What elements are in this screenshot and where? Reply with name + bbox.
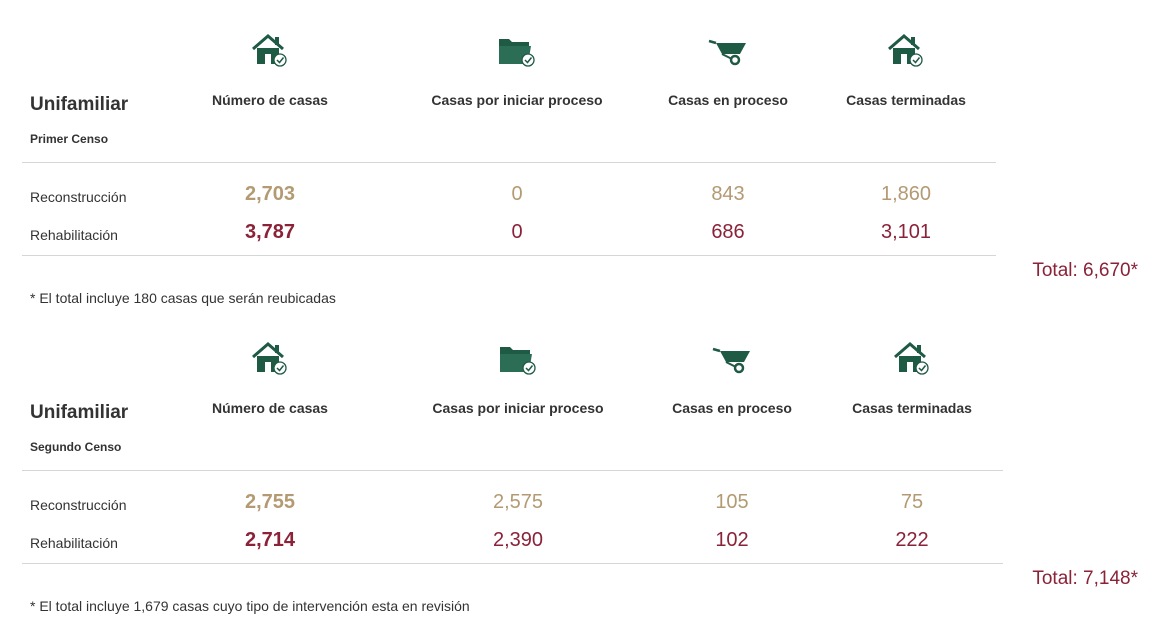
folder-check-icon	[497, 32, 537, 68]
column-header-numero-casas: Número de casas	[212, 400, 328, 416]
column-header-numero-casas: Número de casas	[212, 92, 328, 108]
row-label-rehabilitacion: Rehabilitación	[30, 535, 118, 551]
total-label: Total: 6,670*	[1032, 260, 1138, 281]
row-label-rehabilitacion: Rehabilitación	[30, 227, 118, 243]
divider	[22, 162, 996, 163]
divider	[22, 563, 1003, 564]
value-cell: 2,390	[492, 529, 544, 551]
column-header-terminadas: Casas terminadas	[846, 92, 966, 108]
table-title: Unifamiliar	[30, 402, 129, 423]
folder-check-icon	[498, 340, 538, 376]
value-cell: 843	[711, 183, 745, 205]
house-check-icon	[886, 32, 926, 68]
footnote: * El total incluye 180 casas que serán r…	[30, 290, 336, 306]
column-header-terminadas: Casas terminadas	[852, 400, 972, 416]
row-label-reconstruccion: Reconstrucción	[30, 189, 127, 205]
value-cell: 2,755	[244, 491, 296, 513]
value-cell: 0	[511, 183, 523, 205]
value-cell: 2,575	[492, 491, 544, 513]
value-cell: 2,703	[244, 183, 296, 205]
footnote: * El total incluye 1,679 casas cuyo tipo…	[30, 598, 470, 614]
divider	[22, 470, 1003, 471]
total-label: Total: 7,148*	[1032, 568, 1138, 589]
value-cell: 0	[511, 221, 523, 243]
table-subtitle: Primer Censo	[30, 132, 109, 146]
column-header-en-proceso: Casas en proceso	[672, 400, 792, 416]
value-cell: 102	[715, 529, 749, 551]
value-cell: 2,714	[244, 529, 296, 551]
value-cell: 1,860	[880, 183, 932, 205]
wheelbarrow-icon	[712, 340, 752, 376]
column-header-por-iniciar: Casas por iniciar proceso	[431, 92, 603, 108]
divider	[22, 255, 996, 256]
value-cell: 3,787	[244, 221, 296, 243]
column-header-en-proceso: Casas en proceso	[668, 92, 788, 108]
column-header-por-iniciar: Casas por iniciar proceso	[432, 400, 604, 416]
house-check-icon	[250, 32, 290, 68]
value-cell: 686	[711, 221, 745, 243]
wheelbarrow-icon	[708, 32, 748, 68]
census-table-primer: Unifamiliar Primer Censo Número de casas…	[0, 0, 1159, 308]
value-cell: 3,101	[880, 221, 932, 243]
value-cell: 105	[715, 491, 749, 513]
table-subtitle: Segundo Censo	[30, 440, 122, 454]
house-check-icon	[892, 340, 932, 376]
house-check-icon	[250, 340, 290, 376]
row-label-reconstruccion: Reconstrucción	[30, 497, 127, 513]
value-cell: 222	[895, 529, 929, 551]
value-cell: 75	[900, 491, 924, 513]
census-table-segundo: Unifamiliar Segundo Censo Número de casa…	[0, 308, 1159, 617]
table-title: Unifamiliar	[30, 94, 129, 115]
